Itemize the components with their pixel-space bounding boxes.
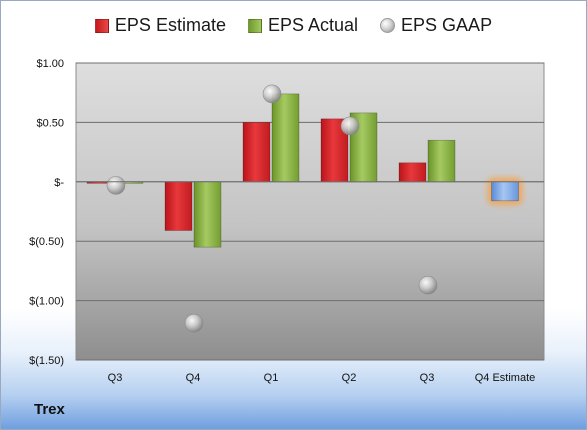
y-tick-label: $- bbox=[54, 177, 64, 189]
x-tick-label: Q2 bbox=[342, 372, 357, 384]
legend-label-gaap: EPS GAAP bbox=[401, 15, 493, 35]
bar-eps-estimate bbox=[398, 162, 427, 183]
legend-item-actual: EPS Actual bbox=[247, 15, 359, 36]
x-tick-label: Q4 Estimate bbox=[475, 372, 536, 384]
x-tick-label: Q3 bbox=[108, 372, 123, 384]
legend: EPS Estimate EPS Actual EPS GAAP bbox=[1, 15, 586, 36]
y-tick-label: $(1.50) bbox=[29, 355, 64, 367]
legend-label-actual: EPS Actual bbox=[267, 15, 359, 35]
plot-area bbox=[75, 62, 545, 361]
marker-eps-gaap bbox=[418, 275, 438, 295]
bar-eps-actual bbox=[271, 93, 300, 183]
x-tick-label: Q3 bbox=[420, 372, 435, 384]
bar-eps-estimate bbox=[491, 181, 519, 202]
legend-label-estimate: EPS Estimate bbox=[114, 15, 226, 35]
legend-item-estimate: EPS Estimate bbox=[94, 15, 226, 36]
y-tick-label: $(1.00) bbox=[29, 296, 64, 308]
marker-eps-gaap bbox=[262, 84, 282, 104]
legend-item-gaap: EPS GAAP bbox=[380, 15, 492, 36]
x-tick-label: Q1 bbox=[264, 372, 279, 384]
legend-swatch-actual bbox=[247, 18, 262, 33]
y-tick-label: $(0.50) bbox=[29, 236, 64, 248]
y-tick-label: $0.50 bbox=[36, 117, 64, 129]
bar-eps-estimate bbox=[242, 122, 271, 183]
bar-eps-estimate bbox=[164, 181, 193, 231]
y-tick-label: $1.00 bbox=[36, 58, 64, 70]
legend-swatch-gaap bbox=[380, 18, 396, 33]
bar-eps-actual bbox=[427, 139, 456, 183]
x-tick-label: Q4 bbox=[186, 372, 201, 384]
marker-eps-gaap bbox=[340, 116, 360, 136]
legend-swatch-estimate bbox=[94, 18, 109, 33]
marker-eps-gaap bbox=[106, 176, 126, 195]
bar-eps-actual bbox=[193, 181, 222, 248]
company-name: Trex bbox=[34, 401, 65, 418]
marker-eps-gaap bbox=[184, 313, 204, 333]
